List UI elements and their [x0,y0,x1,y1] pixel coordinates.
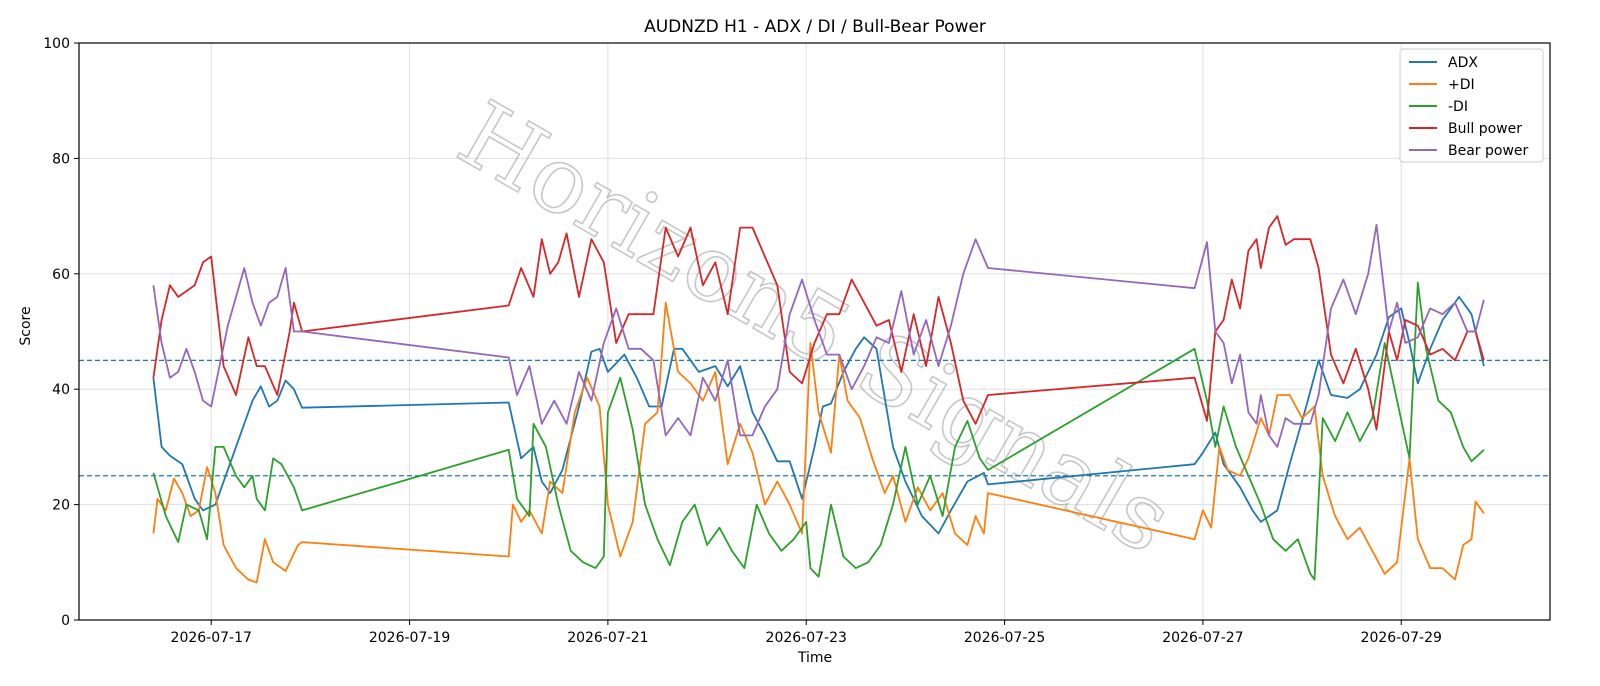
legend-label: Bear power [1448,143,1529,159]
x-tick-label: 2026-07-21 [567,630,648,646]
reference-lines [79,359,1550,477]
y-tick-label: 0 [61,613,70,629]
legend-label: +DI [1448,77,1475,93]
y-axis-ticks: 0 20 40 60 80 100 [43,36,79,629]
legend-box [1399,48,1544,163]
x-tick-label: 2026-07-23 [766,630,847,646]
legend-label: ADX [1448,55,1478,71]
y-tick-label: 100 [43,36,70,52]
x-tick-label: 2026-07-25 [964,630,1045,646]
y-tick-label: 80 [52,151,70,167]
series-line--di [152,281,1485,581]
x-tick-label: 2026-07-29 [1361,630,1442,646]
x-tick-label: 2026-07-27 [1162,630,1243,646]
plot-frame [78,42,1551,621]
y-tick-label: 40 [52,382,70,398]
y-axis-title: Score [18,306,34,345]
legend: ADX +DI -DI Bull power Bear power [1399,48,1544,163]
x-axis-title: Time [797,650,832,666]
x-tick-label: 2026-07-17 [171,630,252,646]
x-tick-label: 2026-07-19 [369,630,450,646]
series-line-bear-power [152,223,1485,448]
legend-label: Bull power [1448,121,1522,137]
y-tick-label: 60 [52,267,70,283]
series-lines [152,215,1485,584]
chart-title: AUDNZD H1 - ADX / DI / Bull-Bear Power [644,17,986,37]
series-line-adx [152,295,1485,535]
x-axis-ticks: 2026-07-17 2026-07-19 2026-07-21 2026-07-23… [171,620,1442,646]
legend-label: -DI [1448,99,1468,115]
series-line--di [152,301,1485,584]
y-tick-label: 20 [52,498,70,514]
